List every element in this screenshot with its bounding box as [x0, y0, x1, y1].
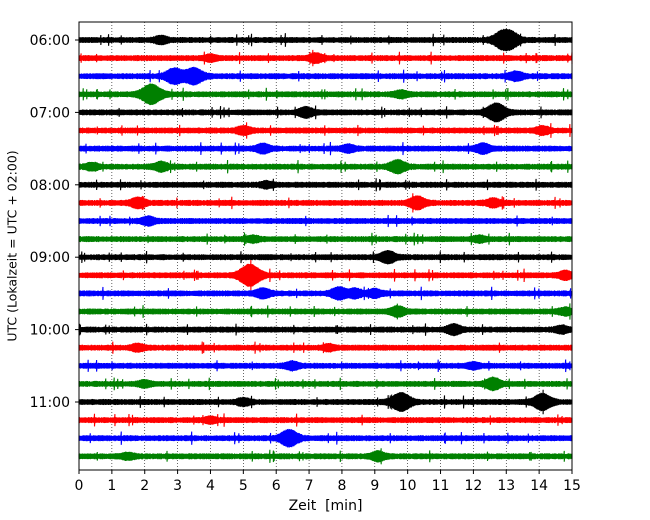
y-tick-label: 11:00 — [30, 395, 70, 411]
x-axis-ticks: 0 1 2 3 4 5 6 7 8 9 10 11 12 13 14 15 — [75, 470, 581, 494]
seismic-trace — [78, 259, 573, 291]
seismic-trace — [78, 376, 573, 392]
x-tick-label: 13 — [497, 478, 515, 494]
x-tick-label: 9 — [370, 478, 379, 494]
y-axis-ticks: 06:00 07:00 08:00 09:00 10:00 11:00 — [30, 33, 79, 411]
trace-group — [78, 28, 573, 465]
seismic-trace — [78, 303, 573, 320]
x-tick-label: 4 — [206, 478, 215, 494]
y-tick-label: 08:00 — [30, 178, 70, 194]
x-tick-label: 2 — [140, 478, 149, 494]
seismic-trace — [78, 83, 573, 106]
x-tick-label: 11 — [432, 478, 450, 494]
x-tick-label: 12 — [464, 478, 482, 494]
seismic-trace — [78, 413, 573, 427]
seismic-trace — [78, 28, 573, 52]
y-tick-label: 06:00 — [30, 33, 70, 49]
x-tick-label: 8 — [337, 478, 346, 494]
x-tick-label: 15 — [563, 478, 581, 494]
seismic-trace — [78, 389, 573, 415]
x-tick-label: 14 — [530, 478, 548, 494]
x-tick-label: 1 — [107, 478, 116, 494]
seismic-trace — [78, 141, 573, 156]
seismic-trace — [78, 66, 573, 86]
x-tick-label: 7 — [305, 478, 314, 494]
x-tick-label: 5 — [239, 478, 248, 494]
seismic-trace — [78, 359, 573, 373]
seismic-trace — [78, 341, 573, 354]
x-tick-label: 10 — [399, 478, 417, 494]
y-tick-label: 07:00 — [30, 105, 70, 121]
seismic-trace — [78, 102, 573, 123]
x-tick-label: 0 — [75, 478, 84, 494]
y-tick-label: 09:00 — [30, 250, 70, 266]
x-axis-label: Zeit [min] — [289, 498, 363, 514]
seismic-trace — [78, 286, 573, 301]
seismic-trace — [78, 214, 573, 228]
seismic-trace — [78, 322, 573, 337]
seismic-trace — [78, 250, 573, 265]
x-tick-label: 3 — [173, 478, 182, 494]
y-tick-label: 10:00 — [30, 323, 70, 339]
seismic-trace — [78, 428, 573, 448]
seismic-trace — [78, 448, 573, 465]
seismic-trace — [78, 49, 573, 67]
seismic-trace — [78, 122, 573, 139]
plot-frame — [78, 21, 573, 471]
y-axis-label: UTC (Lokalzeit = UTC + 02:00) — [4, 150, 19, 341]
x-tick-label: 6 — [272, 478, 281, 494]
seismic-trace — [78, 158, 573, 175]
seismic-trace — [78, 193, 573, 213]
seismic-trace — [78, 178, 573, 192]
seismic-trace — [78, 232, 573, 246]
